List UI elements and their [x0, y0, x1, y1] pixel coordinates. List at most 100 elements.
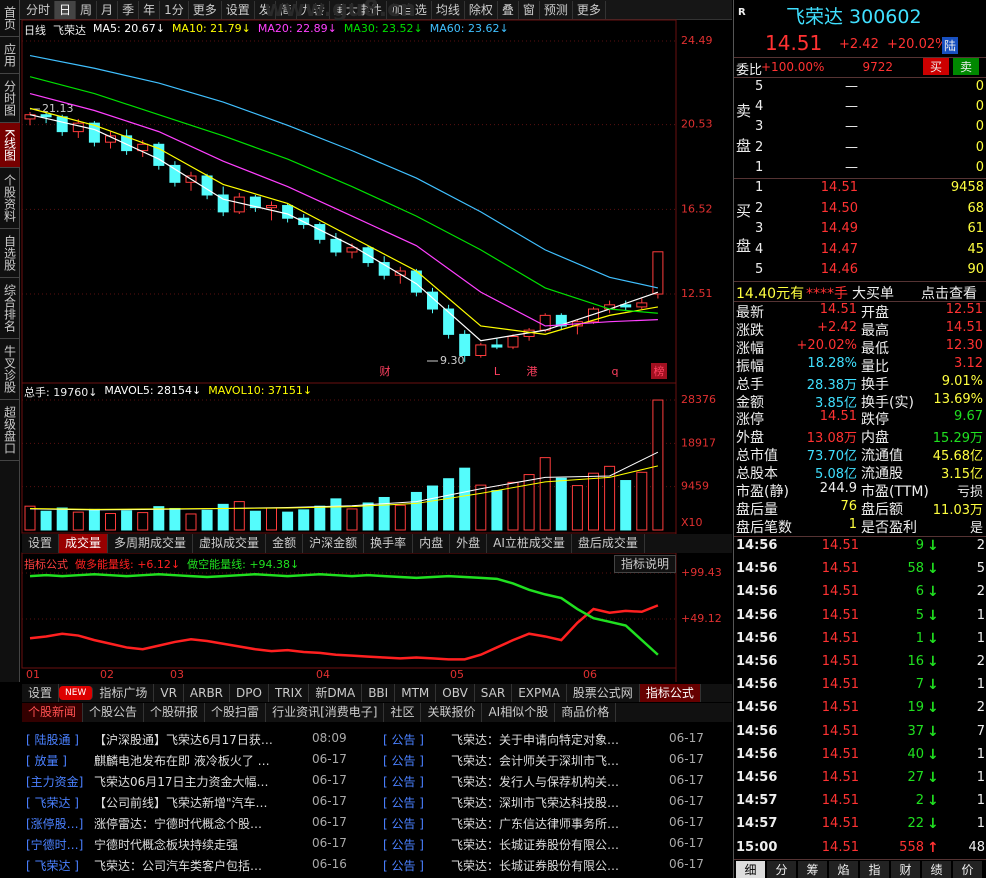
- sidebar-tab[interactable]: 应用: [0, 37, 20, 74]
- bottom-tab[interactable]: 绩: [922, 861, 951, 878]
- sidebar-tab[interactable]: 自选股: [0, 229, 20, 278]
- bottom-tab[interactable]: 筹: [798, 861, 827, 878]
- tab[interactable]: 行业资讯[消费电子]: [266, 703, 385, 722]
- toolbar-button[interactable]: 年: [139, 0, 161, 19]
- tab[interactable]: 新DMA: [309, 684, 363, 702]
- news-row[interactable]: [ 陆股通 ] 【沪深股通】飞荣达6月17日获… 08:09: [26, 731, 347, 752]
- sidebar-tab[interactable]: 个股资料: [0, 168, 20, 229]
- news-row[interactable]: [ 飞荣达 ] 飞荣达：公司汽车类客户包括… 06-16: [26, 857, 347, 878]
- sidebar-tab[interactable]: 首页: [0, 0, 20, 37]
- toolbar-button[interactable]: 季: [118, 0, 140, 19]
- tab[interactable]: 个股新闻: [22, 703, 84, 722]
- tab[interactable]: AI相似个股: [482, 703, 556, 722]
- tab[interactable]: 股票公式网: [567, 684, 640, 702]
- tab[interactable]: 个股扫雷: [205, 703, 267, 722]
- toolbar-button[interactable]: 日: [55, 0, 77, 19]
- tab[interactable]: 内盘: [413, 534, 451, 553]
- toolbar-button[interactable]: 均线: [432, 0, 465, 19]
- sidebar-tab[interactable]: 牛叉诊股: [0, 339, 20, 400]
- tab[interactable]: 指标广场: [93, 684, 155, 702]
- stat-label: 市盈(静): [736, 484, 789, 500]
- tick-time: 14:57: [736, 816, 778, 832]
- toolbar-button[interactable]: 更多: [189, 0, 222, 19]
- toolbar-button[interactable]: 分时: [22, 0, 56, 19]
- toolbar-button[interactable]: 窗: [519, 0, 540, 19]
- bottom-tab[interactable]: 财: [891, 861, 920, 878]
- tab[interactable]: SAR: [475, 684, 513, 702]
- news-row[interactable]: [ 公告 ] 飞荣达：长城证券股份有限公… 06-17: [383, 857, 704, 878]
- news-row[interactable]: [ 公告 ] 飞荣达：会计师关于深圳市飞… 06-17: [383, 752, 704, 773]
- sidebar-tab[interactable]: 综合排名: [0, 278, 20, 339]
- tab[interactable]: 设置: [22, 534, 60, 553]
- news-row[interactable]: [ 飞荣达 ] 【公司前线】飞荣达新增"汽车… 06-17: [26, 794, 347, 815]
- news-row[interactable]: [宁德时…] 宁德时代概念板块持续走强 06-17: [26, 836, 347, 857]
- sell-button[interactable]: 卖: [953, 58, 980, 75]
- help-button[interactable]: 指标说明: [614, 555, 677, 573]
- toolbar-button[interactable]: 设置: [222, 0, 255, 19]
- bottom-tab[interactable]: 价: [953, 861, 982, 878]
- news-row[interactable]: [ 公告 ] 飞荣达：发行人与保荐机构关… 06-17: [383, 773, 704, 794]
- divider: [734, 301, 986, 302]
- news-row[interactable]: [ 放量 ] 麒麟电池发布在即 液冷板火了 … 06-17: [26, 752, 347, 773]
- news-row[interactable]: [ 公告 ] 飞荣达：关于申请向特定对象… 06-17: [383, 731, 704, 752]
- sidebar-tab[interactable]: 分时图: [0, 74, 20, 123]
- sidebar-tab[interactable]: 超级盘口: [0, 400, 20, 461]
- change: +2.42: [839, 37, 879, 52]
- ask-price: —: [845, 159, 858, 175]
- tab[interactable]: 社区: [384, 703, 422, 722]
- tab[interactable]: 多周期成交量: [108, 534, 194, 553]
- ma-line: [29, 93, 658, 327]
- toolbar-button[interactable]: 加自选: [387, 0, 432, 19]
- bottom-tab[interactable]: 指: [860, 861, 889, 878]
- tab[interactable]: 换手率: [364, 534, 414, 553]
- tab[interactable]: 设置: [22, 684, 60, 702]
- tab[interactable]: NEW: [59, 686, 94, 700]
- volume-bar: [443, 478, 455, 531]
- toolbar-button[interactable]: 重大事件: [330, 0, 387, 19]
- indicator-line: [29, 604, 659, 661]
- toolbar-button[interactable]: 除权: [465, 0, 498, 19]
- news-row[interactable]: [涨停股…] 涨停雷达：宁德时代概念个股… 06-17: [26, 815, 347, 836]
- tab[interactable]: VR: [154, 684, 184, 702]
- tab[interactable]: MTM: [395, 684, 437, 702]
- bottom-tab[interactable]: 细: [736, 861, 765, 878]
- tab[interactable]: 虚拟成交量: [193, 534, 267, 553]
- news-row[interactable]: [ 公告 ] 飞荣达：长城证券股份有限公… 06-17: [383, 836, 704, 857]
- buy-button[interactable]: 买: [923, 58, 950, 75]
- tab[interactable]: DPO: [230, 684, 269, 702]
- tab[interactable]: 沪深金额: [303, 534, 365, 553]
- ma-line: [29, 76, 658, 314]
- toolbar-button[interactable]: 九转: [297, 0, 330, 19]
- divider: [734, 178, 986, 179]
- tab[interactable]: BBI: [362, 684, 396, 702]
- toolbar-button[interactable]: 周: [76, 0, 98, 19]
- tab[interactable]: 盘后成交量: [572, 534, 645, 553]
- toolbar-button[interactable]: 简: [276, 0, 297, 19]
- tab[interactable]: EXPMA: [512, 684, 567, 702]
- tab[interactable]: 个股研报: [144, 703, 206, 722]
- tab[interactable]: 金额: [266, 534, 304, 553]
- tab[interactable]: OBV: [436, 684, 475, 702]
- toolbar-button[interactable]: 更多: [573, 0, 606, 19]
- tab[interactable]: 个股公告: [83, 703, 145, 722]
- toolbar-button[interactable]: 叠: [498, 0, 519, 19]
- tab[interactable]: TRIX: [269, 684, 310, 702]
- sidebar-tab[interactable]: K线图: [0, 123, 20, 168]
- tab[interactable]: AI立桩成交量: [487, 534, 572, 553]
- news-row[interactable]: [主力资金] 飞荣达06月17日主力资金大幅… 06-17: [26, 773, 347, 794]
- tab[interactable]: 成交量: [59, 534, 109, 553]
- news-row[interactable]: [ 公告 ] 飞荣达：深圳市飞荣达科技股… 06-17: [383, 794, 704, 815]
- toolbar-button[interactable]: 发: [255, 0, 276, 19]
- bottom-tab[interactable]: 分: [767, 861, 796, 878]
- toolbar-button[interactable]: 1分: [160, 0, 189, 19]
- tab[interactable]: ARBR: [184, 684, 231, 702]
- tab[interactable]: 指标公式: [639, 684, 701, 702]
- toolbar-button[interactable]: 预测: [540, 0, 573, 19]
- news-time: 06-17: [669, 794, 704, 808]
- tab[interactable]: 商品价格: [555, 703, 617, 722]
- toolbar-button[interactable]: 月: [97, 0, 119, 19]
- tab[interactable]: 外盘: [450, 534, 488, 553]
- news-row[interactable]: [ 公告 ] 飞荣达：广东信达律师事务所… 06-17: [383, 815, 704, 836]
- bottom-tab[interactable]: 焰: [829, 861, 858, 878]
- tab[interactable]: 关联报价: [421, 703, 483, 722]
